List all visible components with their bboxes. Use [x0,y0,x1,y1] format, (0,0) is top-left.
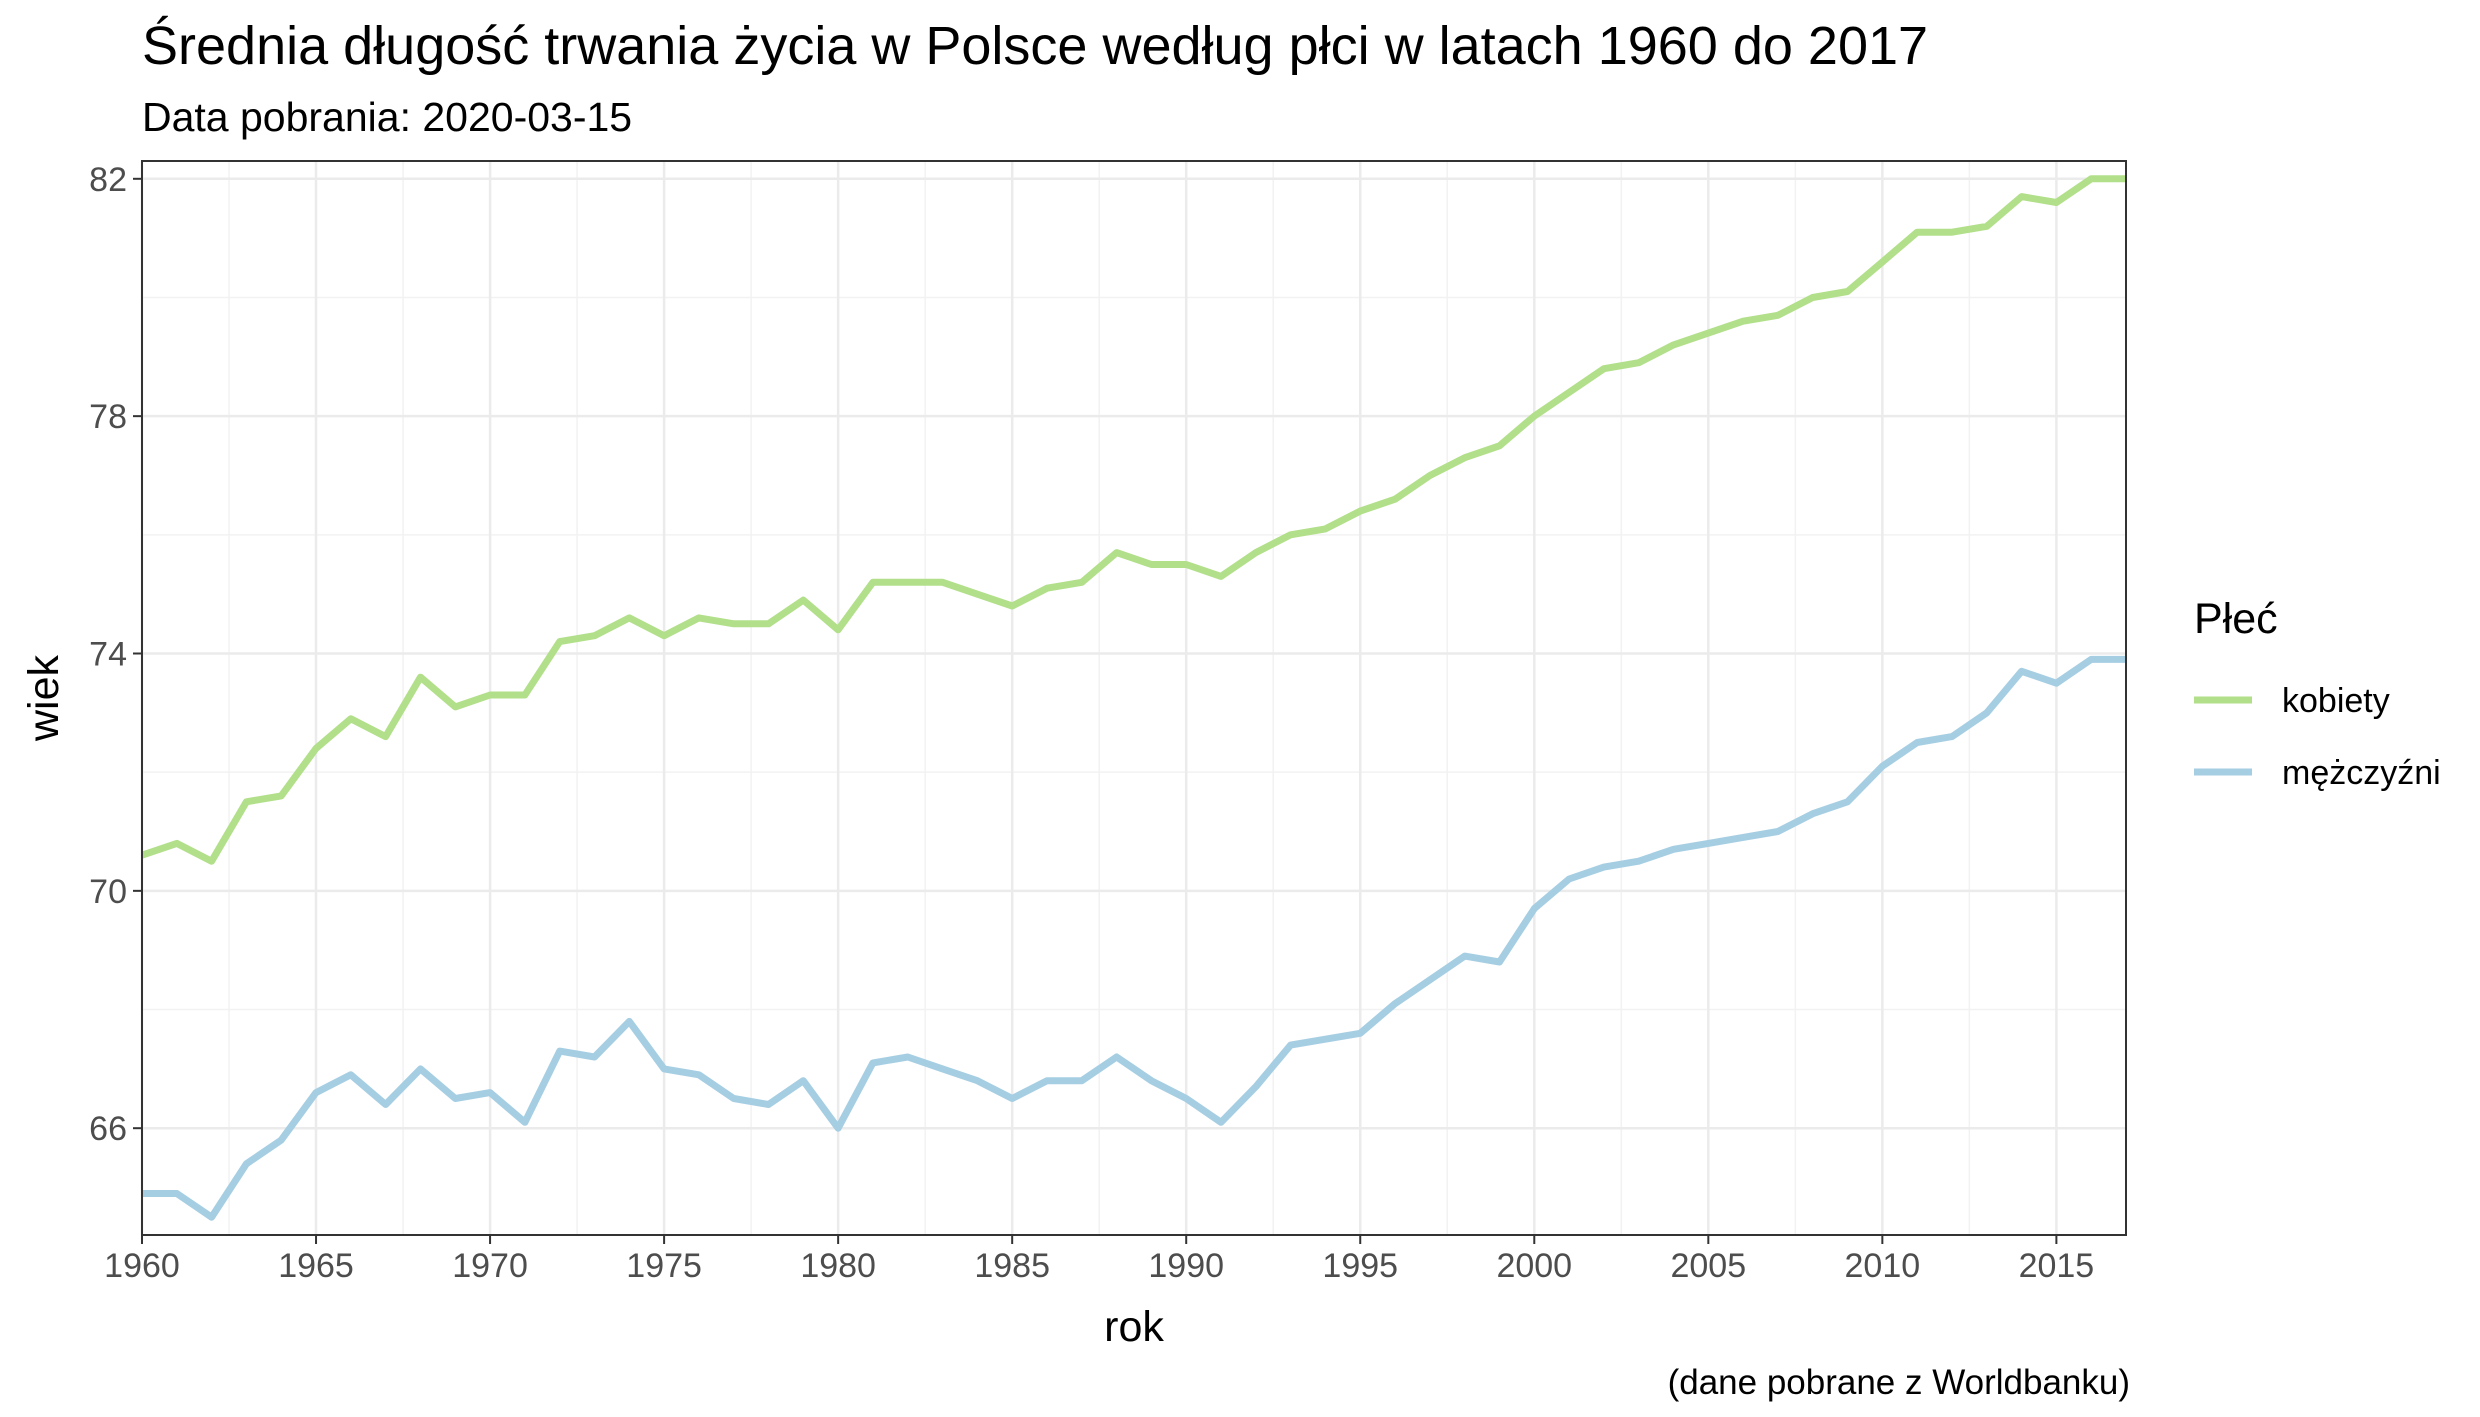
x-tick-label: 1965 [278,1247,354,1285]
legend-title: Płeć [2194,595,2278,643]
x-tick-label: 2015 [2019,1247,2095,1285]
legend-label: kobiety [2282,682,2390,720]
chart-title: Średnia długość trwania życia w Polsce w… [142,16,1929,76]
y-tick-label: 74 [89,635,127,673]
series-line-mezczyzni [142,655,2126,1221]
y-tick-label: 70 [89,873,127,911]
y-tick-label: 66 [89,1110,127,1148]
x-tick-label: 1960 [104,1247,180,1285]
y-axis-title: wiek [20,654,68,742]
legend-items: kobiety mężczyźni [2194,682,2441,792]
legend: Płeć kobiety mężczyźni [2194,595,2441,792]
minor-gridlines [142,161,2126,1235]
x-tick-label: 2005 [1670,1247,1746,1285]
x-tick-label: 1990 [1148,1247,1224,1285]
chart-caption: (dane pobrane z Worldbanku) [1667,1363,2130,1402]
x-tick-label: 1980 [800,1247,876,1285]
x-tick-label: 1995 [1322,1247,1398,1285]
x-axis-title: rok [1104,1303,1164,1351]
x-tick-label: 2010 [1845,1247,1921,1285]
legend-label: mężczyźni [2282,754,2441,792]
chart-subtitle: Data pobrania: 2020-03-15 [142,94,633,140]
y-tick-label: 78 [89,398,127,436]
series-line-kobiety [140,175,2126,865]
x-tick-label: 1975 [626,1247,702,1285]
x-tick-label: 1985 [974,1247,1050,1285]
x-tick-label: 1970 [452,1247,528,1285]
axis-ticks [133,177,2058,1244]
tick-labels: 1960 1965 1970 1975 1980 1985 1990 1995 2000 2005… [89,161,2094,1285]
y-tick-label: 82 [89,161,127,199]
plot-border [141,160,2127,1236]
series-lines [140,175,2126,1221]
x-tick-label: 2000 [1496,1247,1572,1285]
